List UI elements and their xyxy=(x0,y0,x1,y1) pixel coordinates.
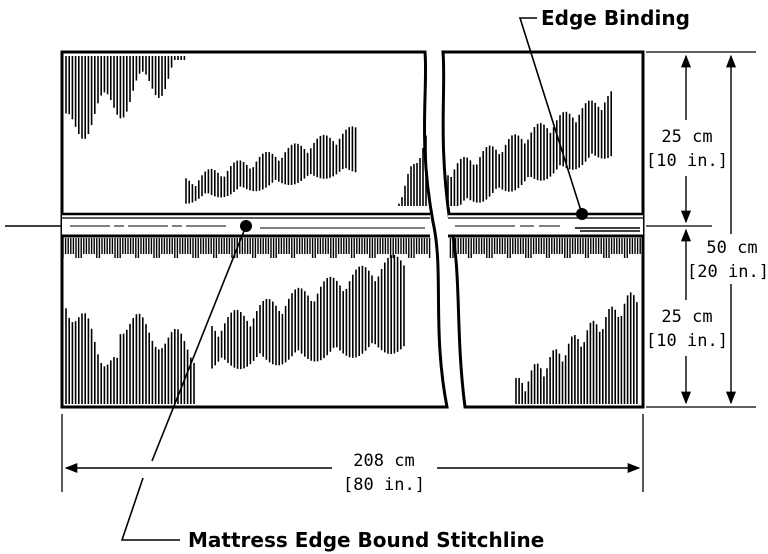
total-height-in: [20 in.] xyxy=(687,262,768,282)
width-in: [80 in.] xyxy=(343,475,425,495)
dimension-top-height: 25 cm [10 in.] xyxy=(646,54,728,224)
bottom-height-in: [10 in.] xyxy=(646,331,728,351)
dimension-bottom-height: 25 cm [10 in.] xyxy=(646,228,728,405)
edge-binding-band xyxy=(62,212,643,238)
width-cm: 208 cm xyxy=(353,451,414,471)
shading-top-left xyxy=(65,56,186,139)
dimension-extension-lines xyxy=(61,51,756,492)
callout-stitchline: Mattress Edge Bound Stitchline xyxy=(120,220,544,552)
shading-bottom-left xyxy=(65,308,195,404)
callout-dot xyxy=(576,208,588,220)
total-height-cm: 50 cm xyxy=(706,238,757,258)
top-height-cm: 25 cm xyxy=(661,127,712,147)
callout-dot xyxy=(240,220,252,232)
bottom-height-cm: 25 cm xyxy=(661,307,712,327)
stitch-comb xyxy=(62,238,641,258)
dimension-total-height: 50 cm [20 in.] xyxy=(687,54,768,405)
shading-bottom-right xyxy=(515,292,638,404)
shading-top-break xyxy=(398,135,427,206)
shading-top-middle xyxy=(185,126,357,204)
stitchline-label: Mattress Edge Bound Stitchline xyxy=(188,528,544,552)
edge-binding-label: Edge Binding xyxy=(541,6,690,30)
shading-top-right xyxy=(447,91,613,206)
shading-bottom-middle xyxy=(211,254,405,370)
top-height-in: [10 in.] xyxy=(646,151,728,171)
callout-edge-binding: Edge Binding xyxy=(518,6,690,220)
dimension-width: 208 cm [80 in.] xyxy=(64,451,641,495)
